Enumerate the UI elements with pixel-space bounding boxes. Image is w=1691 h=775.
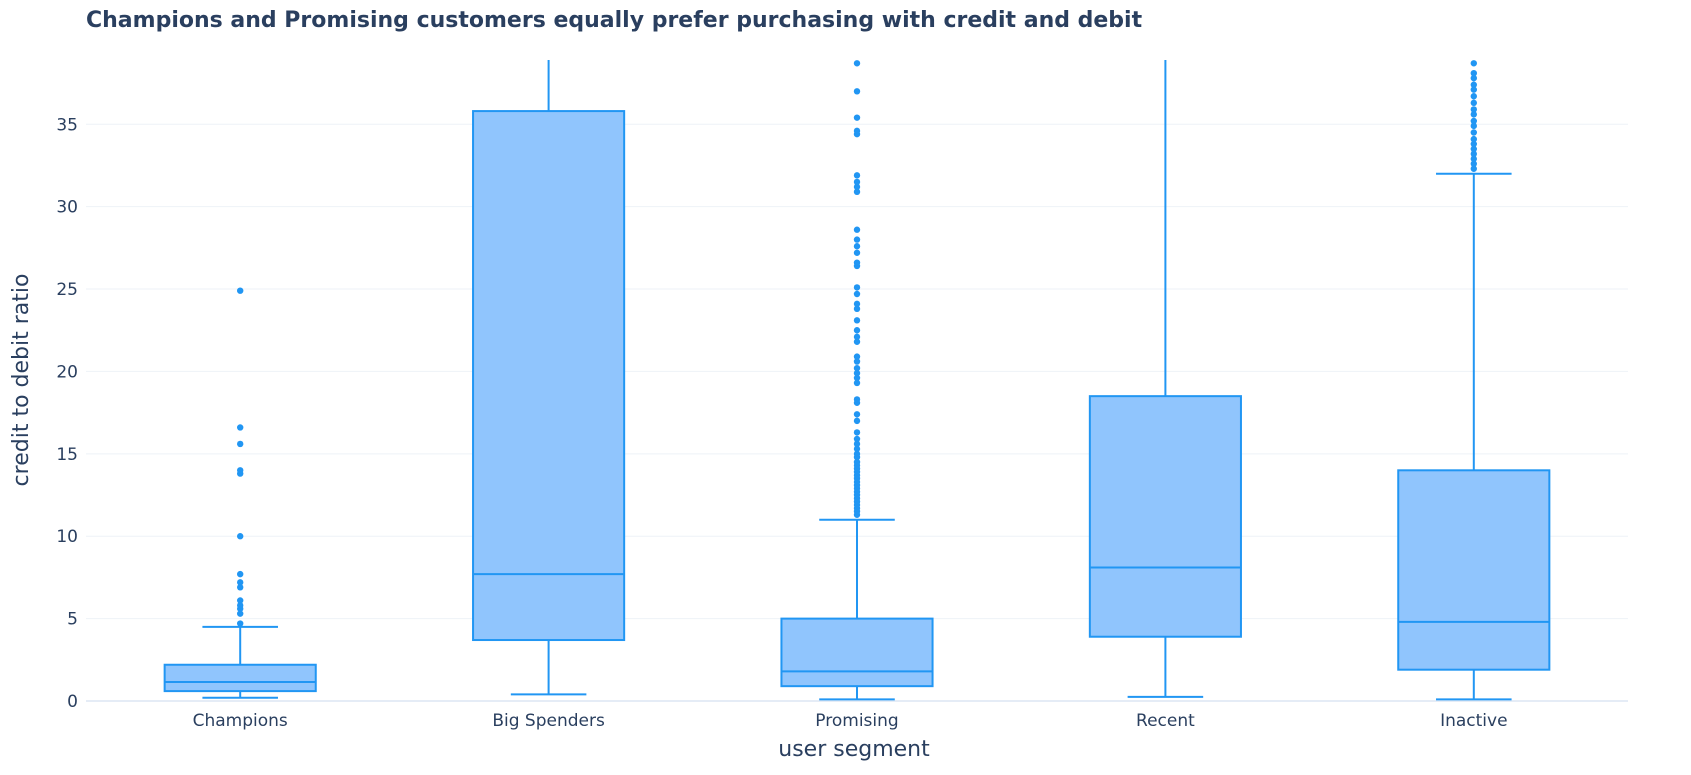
outlier-point (853, 338, 861, 345)
outlier-point (237, 424, 244, 431)
outlier-point (853, 358, 861, 365)
outlier-point (1470, 111, 1478, 118)
y-tick-label: 10 (56, 527, 78, 547)
outlier-point (853, 353, 861, 360)
box-champions (163, 287, 317, 699)
outlier-point (237, 620, 244, 627)
iqr-box (163, 663, 317, 693)
iqr-box (1088, 395, 1242, 638)
outlier-point (853, 440, 861, 448)
outlier-point (1470, 122, 1478, 130)
box-recent (1088, 60, 1242, 698)
y-tick-label: 30 (56, 198, 78, 218)
outlier-point (853, 374, 861, 382)
outlier-point (1470, 60, 1478, 67)
outlier-point (1470, 160, 1478, 168)
y-tick-label: 25 (56, 280, 78, 300)
outlier-point (853, 411, 861, 418)
outlier-point (237, 579, 244, 586)
outlier-point (1470, 140, 1478, 148)
outlier-point (1470, 165, 1478, 172)
outlier-point (237, 597, 244, 604)
x-axis-title: user segment (778, 737, 930, 762)
outlier-point (853, 284, 861, 291)
x-axis-ticks: Champions Big Spenders Promising Recent Inac… (193, 711, 1508, 731)
chart-title: Champions and Promising customers equall… (86, 8, 1143, 33)
outlier-point (853, 333, 861, 341)
outlier-point (1470, 69, 1478, 77)
x-tick-label: Promising (815, 711, 898, 731)
outlier-point (1470, 81, 1478, 88)
outlier-point (853, 317, 861, 324)
outlier-point (853, 300, 861, 308)
outlier-point (1470, 74, 1478, 82)
plot-area (163, 60, 1551, 701)
outlier-point (853, 226, 861, 233)
outlier-point (237, 570, 244, 578)
x-tick-label: Inactive (1440, 711, 1507, 731)
outlier-point (1470, 99, 1478, 107)
iqr-box (780, 617, 934, 688)
outlier-point (853, 429, 861, 436)
outlier-point (853, 236, 861, 243)
box-promising (780, 60, 934, 701)
outlier-point (1470, 86, 1478, 93)
x-tick-label: Big Spenders (492, 711, 605, 731)
x-tick-label: Champions (193, 711, 288, 731)
outlier-point (853, 379, 861, 387)
outlier-point (853, 369, 861, 377)
outlier-point (237, 584, 244, 591)
outlier-point (237, 440, 244, 448)
outlier-point (1470, 135, 1478, 143)
box-big-spenders (472, 60, 626, 696)
outlier-point (1470, 117, 1478, 125)
y-tick-label: 0 (67, 692, 78, 712)
outlier-point (853, 259, 861, 266)
y-tick-label: 15 (56, 445, 78, 465)
outlier-point (853, 172, 861, 179)
outlier-point (853, 127, 861, 135)
iqr-box (472, 110, 626, 642)
outlier-point (853, 60, 861, 67)
outlier-point (237, 467, 244, 474)
outlier-point (853, 435, 861, 443)
outlier-point (1470, 106, 1478, 113)
outlier-point (237, 533, 244, 540)
outlier-point (853, 364, 861, 372)
outlier-point (853, 396, 861, 403)
y-tick-label: 5 (67, 610, 78, 630)
outlier-point (237, 602, 244, 609)
outlier-point (853, 188, 861, 196)
box-inactive (1397, 60, 1551, 701)
outlier-point (853, 305, 861, 313)
outlier-point (853, 249, 861, 256)
outlier-point (853, 417, 861, 425)
outlier-point (853, 178, 861, 186)
outlier-point (853, 450, 861, 458)
outlier-point (853, 290, 861, 298)
outlier-point (853, 243, 861, 250)
outlier-point (1470, 93, 1478, 100)
y-tick-label: 35 (56, 115, 78, 135)
y-axis-title: credit to debit ratio (9, 274, 34, 487)
outlier-point (237, 287, 244, 294)
outlier-point (853, 458, 861, 466)
outlier-point (1470, 129, 1478, 136)
outlier-point (853, 114, 861, 121)
y-tick-label: 20 (56, 362, 78, 382)
outlier-point (853, 183, 861, 191)
outlier-point (237, 610, 244, 617)
iqr-box (1397, 469, 1551, 671)
outlier-point (853, 445, 861, 453)
outlier-point (1470, 145, 1478, 153)
outlier-point (853, 327, 861, 334)
outlier-point (1470, 155, 1478, 163)
outlier-point (1470, 150, 1478, 158)
x-tick-label: Recent (1136, 711, 1195, 731)
y-axis-ticks: 0 5 10 15 20 25 30 35 (56, 115, 78, 712)
outlier-point (853, 88, 861, 95)
